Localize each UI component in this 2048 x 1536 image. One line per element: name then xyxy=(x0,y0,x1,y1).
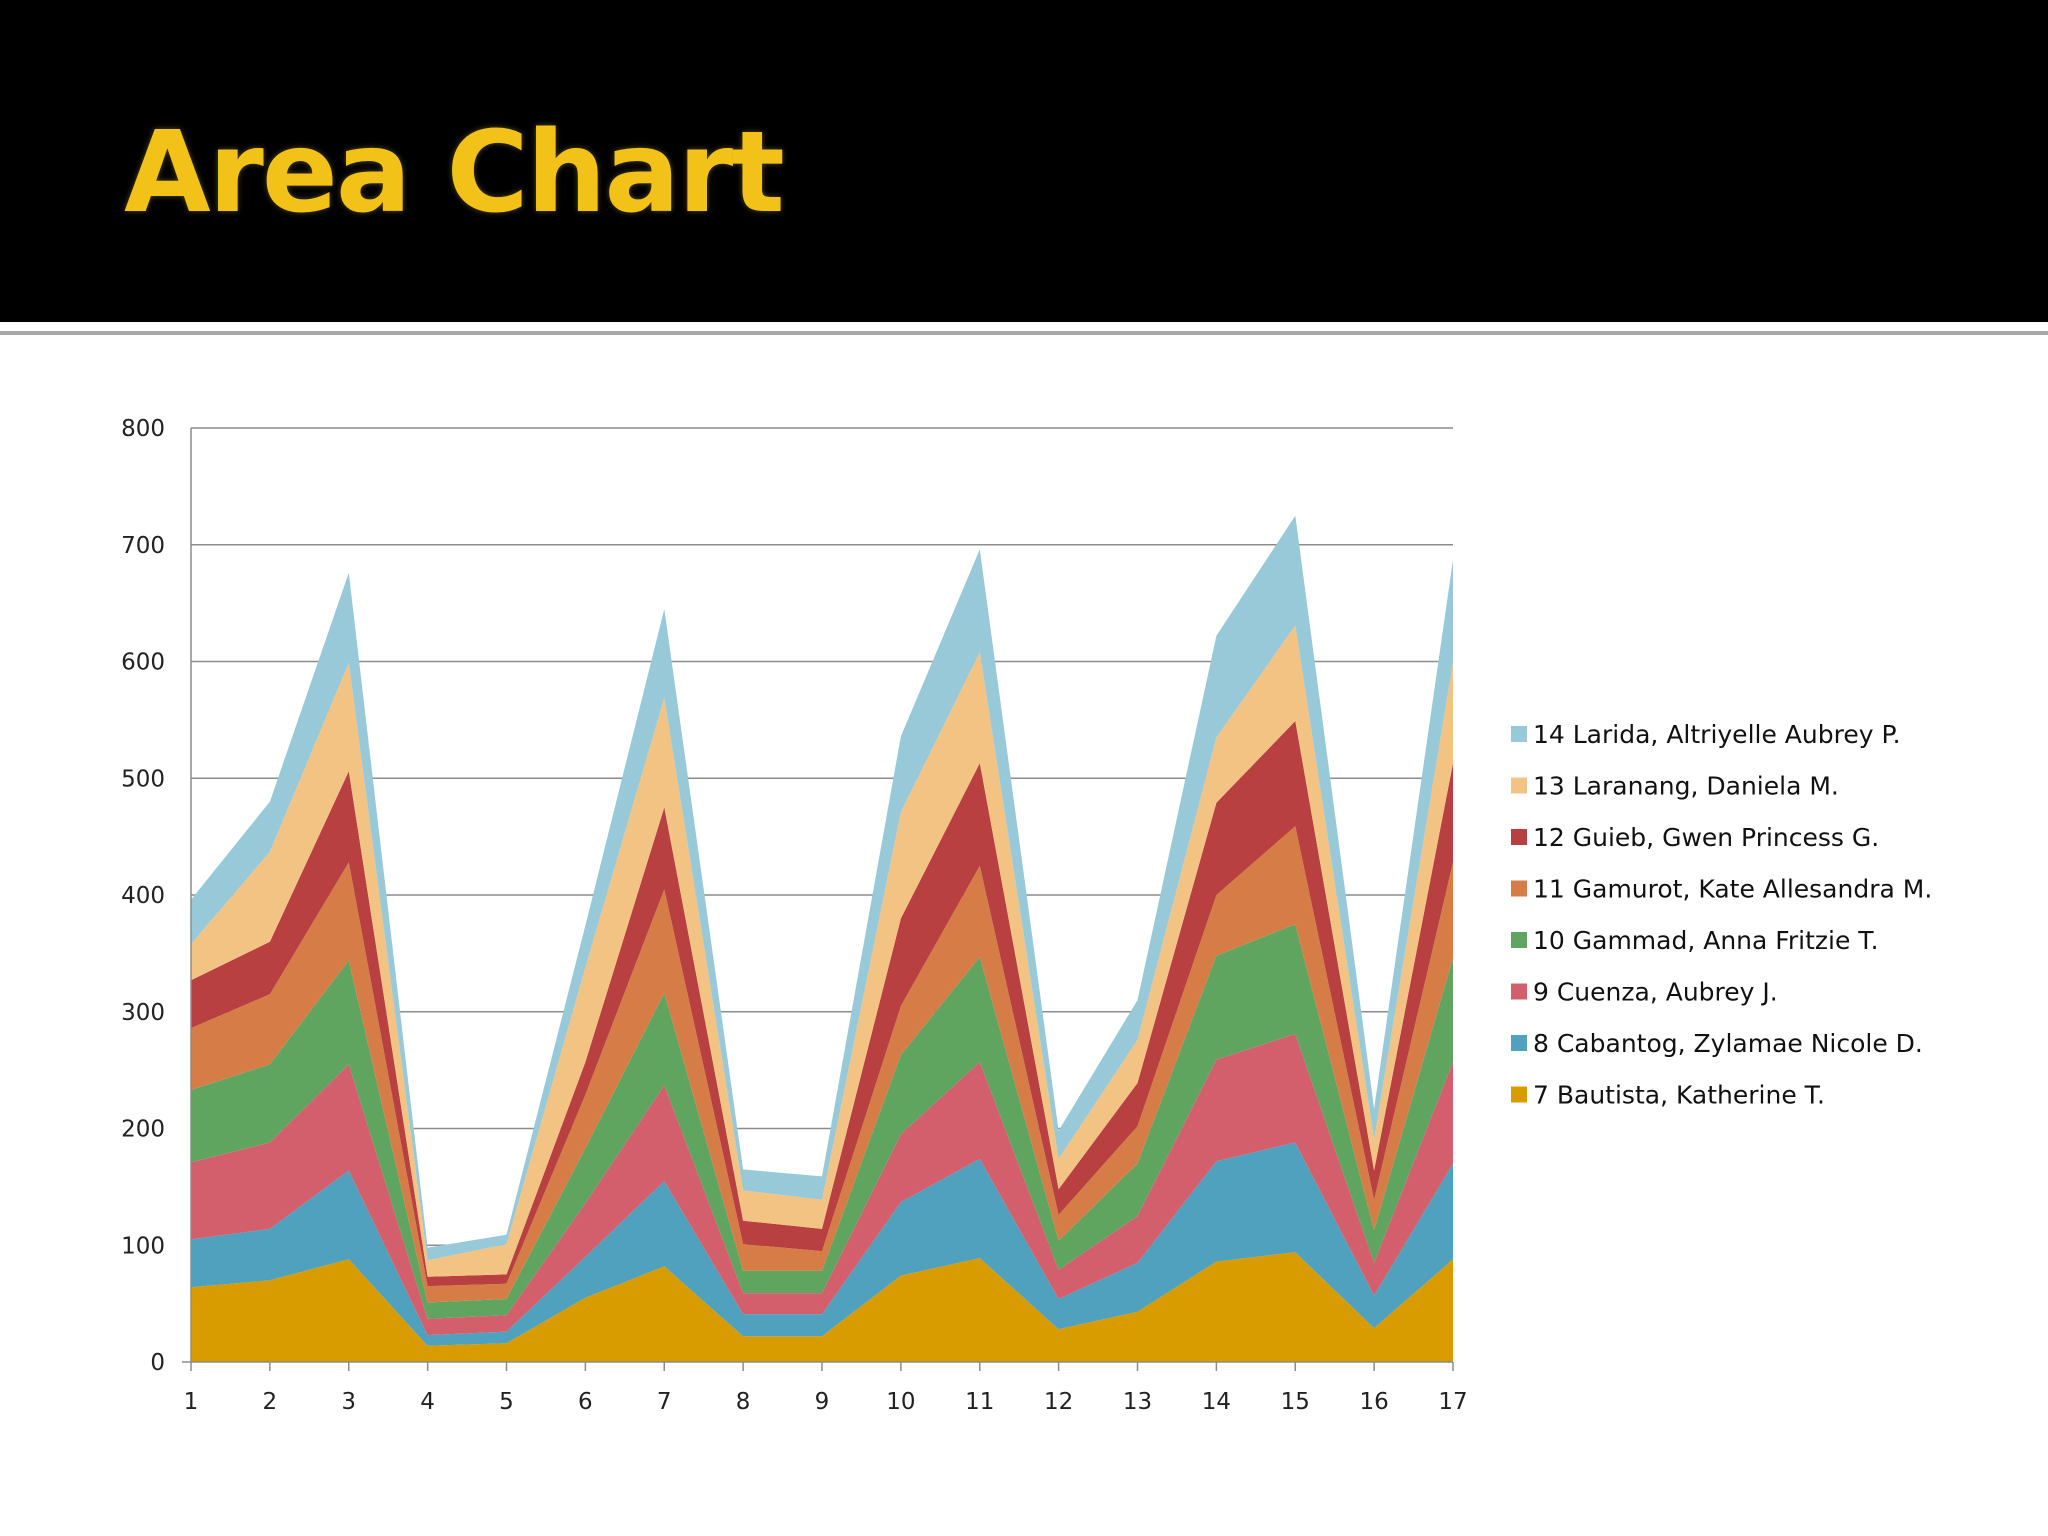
legend-label: 10 Gammad, Anna Fritzie T. xyxy=(1533,926,1879,955)
legend-swatch xyxy=(1511,983,1527,1000)
x-tick-label: 16 xyxy=(1359,1389,1388,1415)
y-tick-label: 300 xyxy=(121,1000,165,1026)
legend-label: 11 Gamurot, Kate Allesandra M. xyxy=(1533,875,1932,904)
legend-swatch xyxy=(1511,880,1527,897)
x-axis-ticks: 1 2 3 4 5 6 7 8 9 10 11 12 13 14 15 16 17 xyxy=(184,1389,1468,1415)
y-tick-label: 200 xyxy=(121,1117,165,1143)
legend-label: 14 Larida, Altriyelle Aubrey P. xyxy=(1533,720,1901,749)
x-tick-label: 10 xyxy=(886,1389,915,1415)
header-bar: Area Chart xyxy=(0,0,2048,322)
x-tick-label: 7 xyxy=(657,1389,672,1415)
y-tick-label: 700 xyxy=(121,533,165,559)
legend-swatch xyxy=(1511,777,1527,794)
y-axis-ticks: 0 100 200 300 400 500 600 700 800 xyxy=(121,416,165,1376)
y-tick-label: 400 xyxy=(121,883,165,909)
x-tick-label: 17 xyxy=(1438,1389,1467,1415)
x-tick-label: 3 xyxy=(341,1389,356,1415)
x-tick-label: 1 xyxy=(184,1389,199,1415)
legend: 14 Larida, Altriyelle Aubrey P. 13 Larana… xyxy=(1511,720,1932,1110)
legend-label: 13 Laranang, Daniela M. xyxy=(1533,772,1839,801)
y-tick-label: 100 xyxy=(121,1233,165,1259)
x-tick-label: 2 xyxy=(263,1389,278,1415)
x-tick-label: 13 xyxy=(1123,1389,1152,1415)
header-divider-gray xyxy=(0,331,2048,335)
axes xyxy=(182,428,1454,1371)
y-tick-label: 800 xyxy=(121,416,165,442)
y-tick-label: 600 xyxy=(121,650,165,676)
y-tick-label: 500 xyxy=(121,766,165,792)
legend-swatch xyxy=(1511,1086,1527,1103)
x-tick-label: 8 xyxy=(736,1389,751,1415)
slide-title: Area Chart xyxy=(124,108,785,238)
area-8-cabantog-zylamae-nicole-d xyxy=(191,1142,1453,1346)
legend-swatch xyxy=(1511,726,1527,742)
legend-label: 8 Cabantog, Zylamae Nicole D. xyxy=(1533,1029,1923,1058)
x-tick-label: 15 xyxy=(1281,1389,1310,1415)
legend-swatch xyxy=(1511,932,1527,948)
x-tick-label: 12 xyxy=(1044,1389,1073,1415)
area-7-bautista-katherine-t xyxy=(191,1252,1453,1362)
legend-swatch xyxy=(1511,1035,1527,1051)
area-9-cuenza-aubrey-j xyxy=(191,1033,1453,1336)
x-tick-label: 14 xyxy=(1202,1389,1231,1415)
legend-label: 7 Bautista, Katherine T. xyxy=(1533,1081,1825,1110)
y-tick-label: 0 xyxy=(150,1350,165,1376)
legend-label: 12 Guieb, Gwen Princess G. xyxy=(1533,823,1879,852)
x-tick-label: 4 xyxy=(420,1389,435,1415)
legend-label: 9 Cuenza, Aubrey J. xyxy=(1533,978,1778,1007)
x-tick-label: 6 xyxy=(578,1389,593,1415)
legend-swatch xyxy=(1511,829,1527,845)
header-divider-white xyxy=(0,322,2048,331)
x-tick-label: 11 xyxy=(965,1389,994,1415)
x-tick-label: 9 xyxy=(815,1389,830,1415)
area-series xyxy=(191,515,1453,1362)
x-tick-label: 5 xyxy=(499,1389,514,1415)
